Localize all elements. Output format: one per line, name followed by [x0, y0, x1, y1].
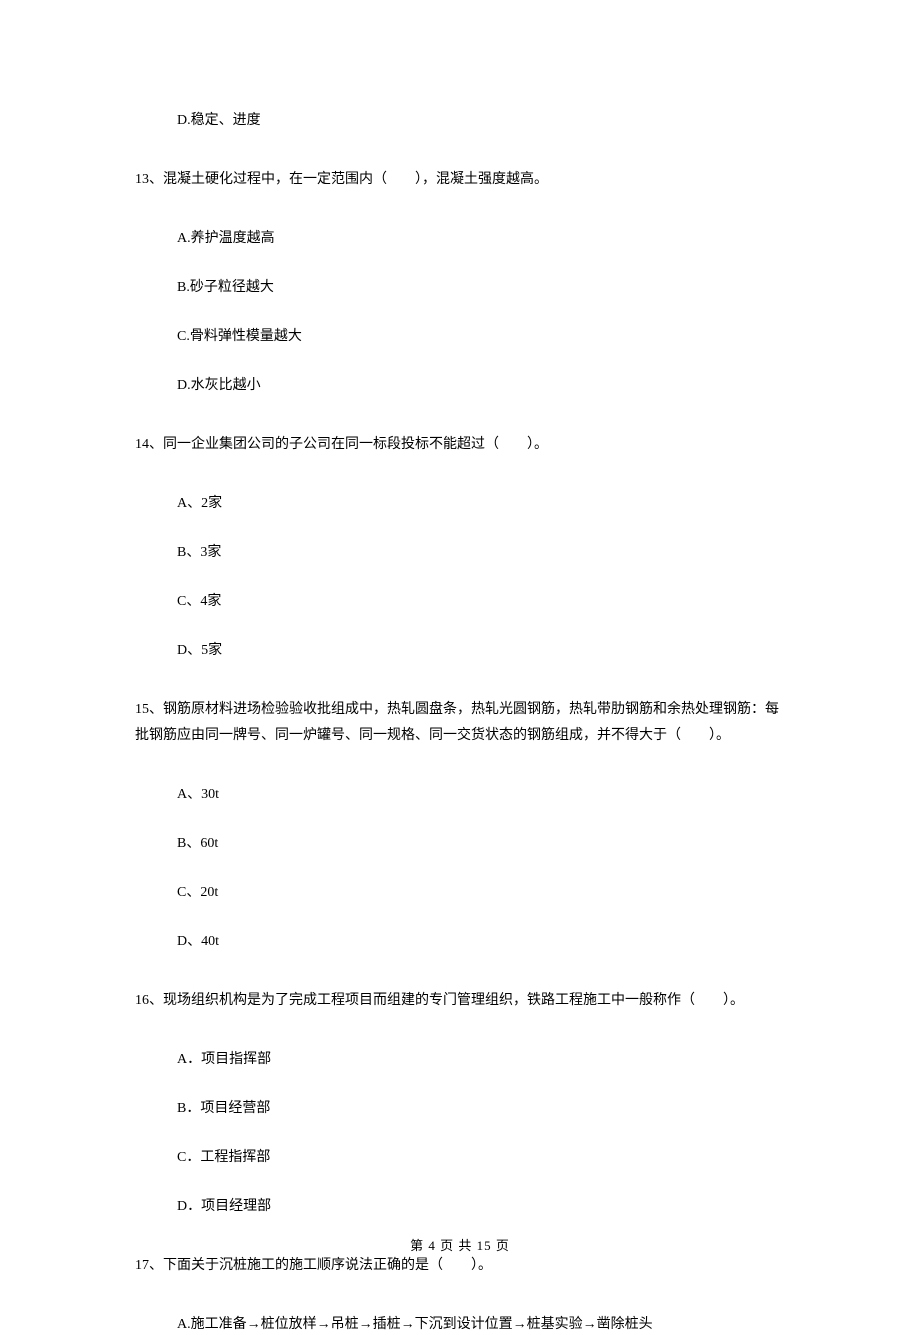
q16-option-a: A．项目指挥部	[177, 1049, 785, 1070]
q12-option-d: D.稳定、进度	[177, 110, 785, 131]
q14-option-a: A、2家	[177, 493, 785, 514]
q15-option-d: D、40t	[177, 931, 785, 952]
q15-option-c: C、20t	[177, 882, 785, 903]
q17-stem: 17、下面关于沉桩施工的施工顺序说法正确的是（ ）。	[135, 1253, 785, 1278]
document-content: D.稳定、进度 13、混凝土硬化过程中，在一定范围内（ ），混凝土强度越高。 A…	[0, 0, 920, 1335]
q15-option-a: A、30t	[177, 784, 785, 805]
q13-option-d: D.水灰比越小	[177, 375, 785, 396]
q14-option-d: D、5家	[177, 640, 785, 661]
q14-option-b: B、3家	[177, 542, 785, 563]
q15-stem: 15、钢筋原材料进场检验验收批组成中，热轧圆盘条，热轧光圆钢筋，热轧带肋钢筋和余…	[135, 697, 785, 747]
q16-option-d: D．项目经理部	[177, 1196, 785, 1217]
page-footer: 第 4 页 共 15 页	[0, 1235, 920, 1254]
q13-option-a: A.养护温度越高	[177, 228, 785, 249]
q16-option-c: C．工程指挥部	[177, 1147, 785, 1168]
q15-option-b: B、60t	[177, 833, 785, 854]
q16-stem: 16、现场组织机构是为了完成工程项目而组建的专门管理组织，铁路工程施工中一般称作…	[135, 988, 785, 1013]
q17-option-a: A.施工准备→桩位放样→吊桩→插桩→下沉到设计位置→桩基实验→凿除桩头	[177, 1314, 785, 1335]
q14-option-c: C、4家	[177, 591, 785, 612]
q13-option-b: B.砂子粒径越大	[177, 277, 785, 298]
q13-stem: 13、混凝土硬化过程中，在一定范围内（ ），混凝土强度越高。	[135, 167, 785, 192]
q13-option-c: C.骨料弹性模量越大	[177, 326, 785, 347]
q16-option-b: B．项目经营部	[177, 1098, 785, 1119]
q14-stem: 14、同一企业集团公司的子公司在同一标段投标不能超过（ ）。	[135, 432, 785, 457]
